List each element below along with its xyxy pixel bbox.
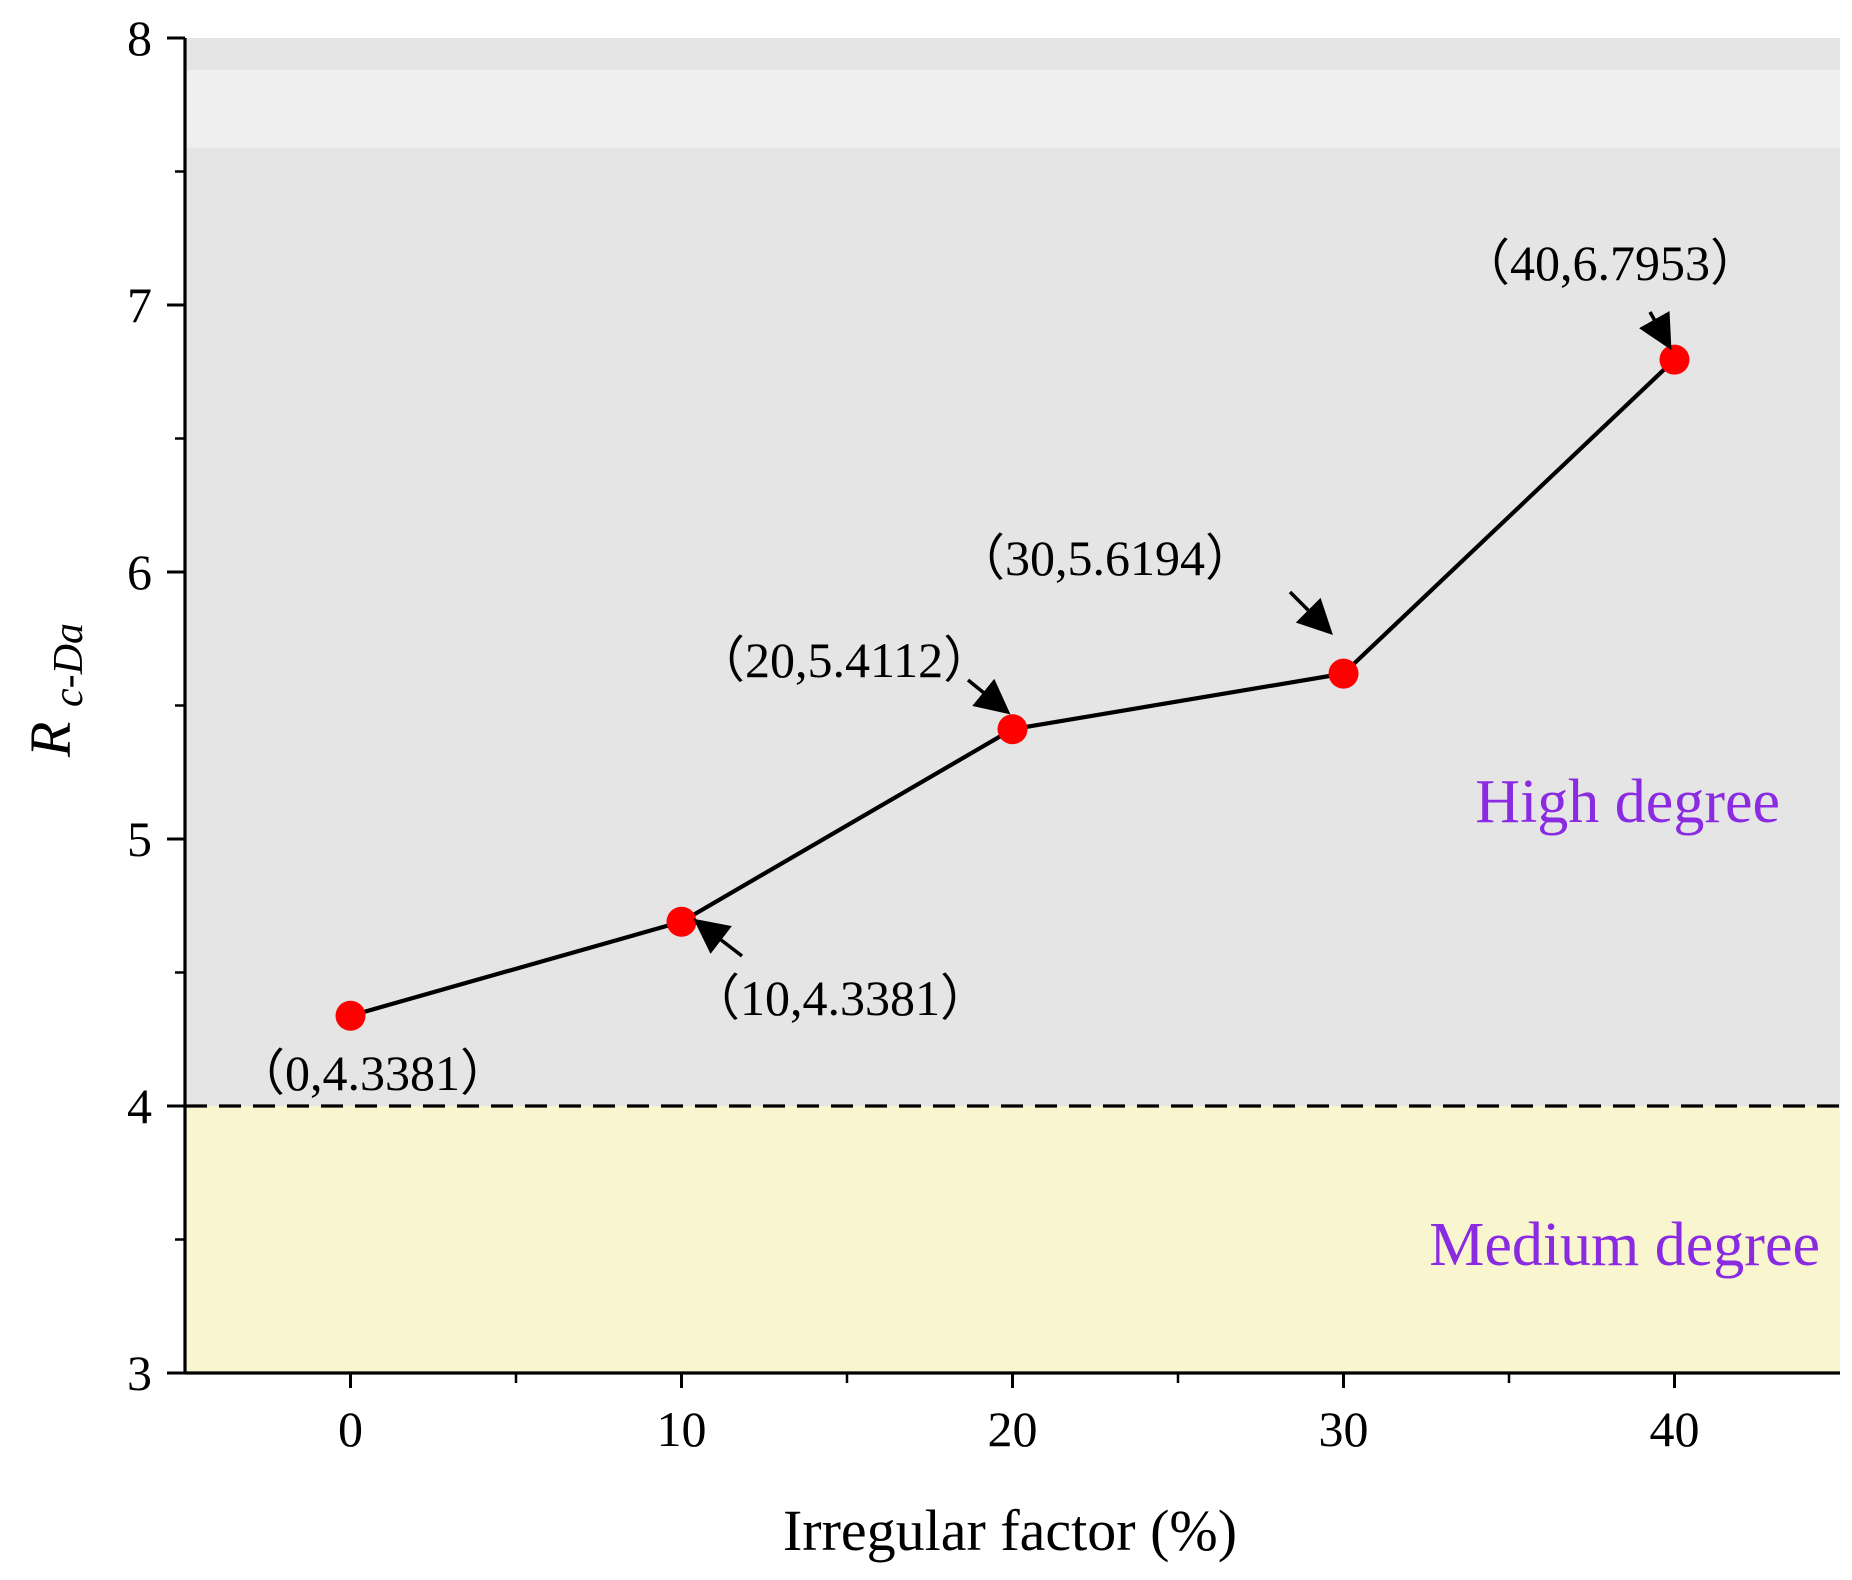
series-layer: [335, 344, 1690, 1031]
x-tick-label: 40: [1650, 1401, 1700, 1457]
x-tick-label: 30: [1319, 1401, 1369, 1457]
y-tick-label: 3: [127, 1345, 152, 1401]
point-annotation-label: （40,6.7953）: [1460, 235, 1760, 291]
y-tick-label: 8: [127, 10, 152, 66]
annotation-layer: （0,4.3381） （10,4.3381） （20,5.4112） （30,5.61…: [235, 235, 1760, 1101]
point-annotation-label: （20,5.4112）: [695, 632, 993, 688]
y-axis-title: R c-Da: [18, 623, 92, 758]
axes-layer: 0 10 20 30 40 3 4 5 6 7 8: [127, 10, 1840, 1457]
point-annotation-arrow: [693, 918, 744, 958]
data-point: [666, 906, 697, 937]
y-axis-title-main: R: [18, 722, 83, 758]
point-annotation-arrow: [966, 678, 1011, 715]
y-tick-label: 7: [127, 277, 152, 333]
y-axis-title-subscript: c-Da: [46, 623, 92, 707]
medium-degree-label: Medium degree: [1429, 1211, 1820, 1279]
x-tick-label: 10: [657, 1401, 707, 1457]
high-degree-region: [185, 38, 1840, 1106]
data-point: [1659, 344, 1690, 375]
data-point: [335, 1000, 366, 1031]
point-annotation-label: （0,4.3381）: [235, 1045, 510, 1101]
data-point: [997, 714, 1028, 745]
medium-degree-region: [185, 1106, 1840, 1373]
top-band-highlight: [185, 70, 1840, 148]
point-annotation-label: （30,5.6194）: [955, 530, 1255, 586]
y-tick-label: 5: [127, 811, 152, 867]
plot-area: （0,4.3381） （10,4.3381） （20,5.4112） （30,5.61…: [185, 38, 1840, 1373]
x-tick-label: 0: [338, 1401, 363, 1457]
point-annotation-arrow: [1288, 590, 1333, 635]
data-point: [1328, 658, 1359, 689]
y-tick-label: 4: [127, 1078, 152, 1134]
y-tick-label: 6: [127, 544, 152, 600]
x-tick-label: 20: [988, 1401, 1038, 1457]
x-axis-title: Irregular factor (%): [783, 1498, 1237, 1563]
point-annotation-arrow: [1639, 311, 1672, 351]
point-annotation-label: （10,4.3381）: [690, 970, 990, 1026]
high-degree-label: High degree: [1475, 768, 1780, 836]
